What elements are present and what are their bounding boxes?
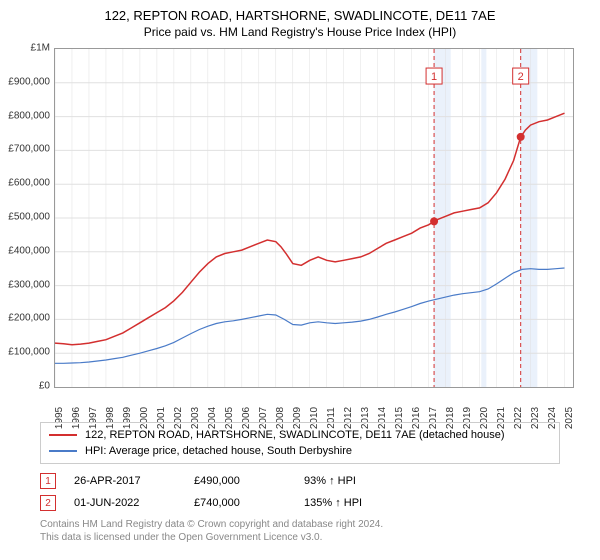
legend-label: 122, REPTON ROAD, HARTSHORNE, SWADLINCOT… <box>85 429 505 441</box>
sale-date: 01-JUN-2022 <box>74 497 194 509</box>
sale-price: £740,000 <box>194 497 304 509</box>
y-tick-label: £1M <box>31 43 50 54</box>
legend-item: 122, REPTON ROAD, HARTSHORNE, SWADLINCOT… <box>49 427 551 443</box>
y-tick-label: £700,000 <box>8 144 50 155</box>
sale-badge: 1 <box>40 473 56 489</box>
svg-text:1: 1 <box>431 71 437 83</box>
svg-text:2: 2 <box>518 71 524 83</box>
legend-swatch <box>49 434 77 436</box>
sale-price: £490,000 <box>194 475 304 487</box>
legend-box: 122, REPTON ROAD, HARTSHORNE, SWADLINCOT… <box>40 422 560 464</box>
sale-row: 2 01-JUN-2022£740,000135% ↑ HPI <box>40 492 414 514</box>
footer-attribution: Contains HM Land Registry data © Crown c… <box>40 518 383 544</box>
event-badge: 2 <box>513 68 529 84</box>
y-tick-label: £400,000 <box>8 245 50 256</box>
chart-subtitle: Price paid vs. HM Land Registry's House … <box>0 23 600 45</box>
footer-line-1: Contains HM Land Registry data © Crown c… <box>40 518 383 531</box>
sale-date: 26-APR-2017 <box>74 475 194 487</box>
legend-item: HPI: Average price, detached house, Sout… <box>49 443 551 459</box>
y-tick-label: £800,000 <box>8 110 50 121</box>
sale-pct-vs-hpi: 135% ↑ HPI <box>304 497 414 509</box>
y-tick-label: £500,000 <box>8 212 50 223</box>
footer-line-2: This data is licensed under the Open Gov… <box>40 531 383 544</box>
chart-container: 122, REPTON ROAD, HARTSHORNE, SWADLINCOT… <box>0 0 600 560</box>
sale-marker <box>430 217 438 225</box>
sale-marker <box>517 133 525 141</box>
x-tick-label: 2025 <box>564 407 575 429</box>
plot-svg: 12 <box>55 49 573 387</box>
y-tick-label: £100,000 <box>8 347 50 358</box>
y-tick-label: £0 <box>39 381 50 392</box>
legend-swatch <box>49 450 77 452</box>
sale-row: 1 26-APR-2017£490,00093% ↑ HPI <box>40 470 414 492</box>
sales-table: 1 26-APR-2017£490,00093% ↑ HPI 2 01-JUN-202… <box>40 470 414 514</box>
sale-badge: 2 <box>40 495 56 511</box>
sale-pct-vs-hpi: 93% ↑ HPI <box>304 475 414 487</box>
chart-title: 122, REPTON ROAD, HARTSHORNE, SWADLINCOT… <box>0 0 600 23</box>
y-tick-label: £300,000 <box>8 279 50 290</box>
y-tick-label: £600,000 <box>8 178 50 189</box>
event-badge: 1 <box>426 68 442 84</box>
plot-area: 12 <box>54 48 574 388</box>
y-tick-label: £900,000 <box>8 76 50 87</box>
y-tick-label: £200,000 <box>8 313 50 324</box>
legend-label: HPI: Average price, detached house, Sout… <box>85 445 352 457</box>
